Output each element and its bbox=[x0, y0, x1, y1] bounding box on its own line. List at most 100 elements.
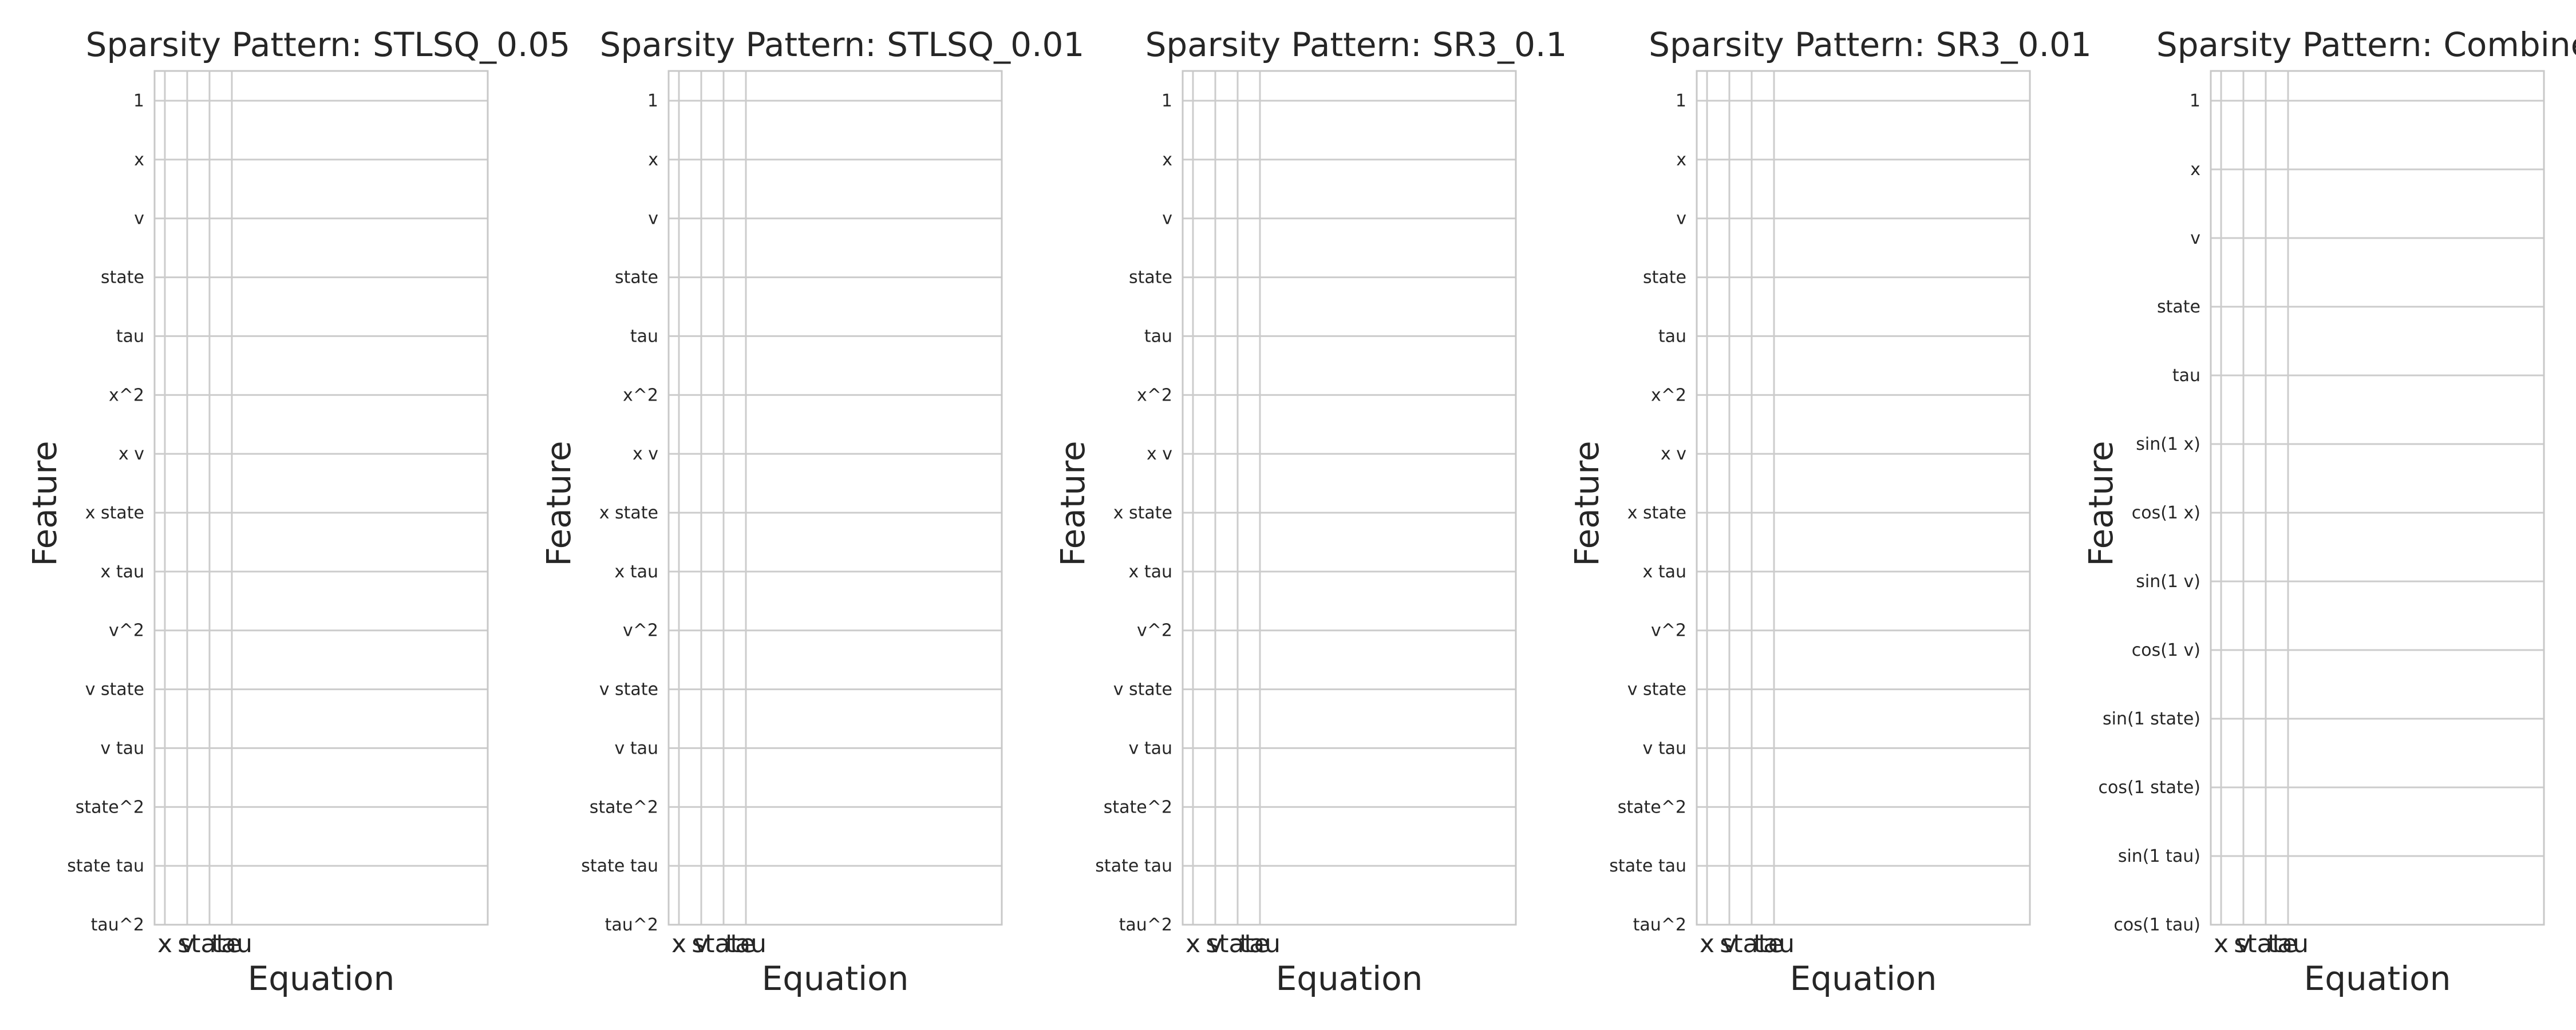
x-tick-label: tau bbox=[1239, 929, 1281, 958]
panel-title: Sparsity Pattern: STLSQ_0.01 bbox=[600, 25, 1085, 64]
x-tick-label: v bbox=[1208, 929, 1223, 958]
x-tick-label: tau bbox=[1753, 929, 1795, 958]
x-tick-label: v bbox=[2236, 929, 2251, 958]
panel-title: Sparsity Pattern: SR3_0.01 bbox=[1649, 25, 2092, 64]
y-tick-label: v state bbox=[1113, 680, 1172, 700]
y-tick-label: x^2 bbox=[623, 385, 658, 405]
y-tick-label: x v bbox=[1661, 444, 1686, 464]
y-tick-label: state bbox=[101, 268, 144, 288]
y-tick-label: state^2 bbox=[1104, 797, 1172, 817]
y-tick-label: v state bbox=[1627, 680, 1686, 700]
y-axis-label: Feature bbox=[2081, 441, 2120, 566]
y-tick-label: 1 bbox=[133, 91, 144, 111]
panel-title: Sparsity Pattern: SR3_0.1 bbox=[1145, 25, 1567, 64]
y-tick-label: v tau bbox=[1643, 738, 1686, 758]
y-axis-label: Feature bbox=[1053, 441, 1092, 566]
sparsity-panel-5: Sparsity Pattern: Combined1xvstatetausin… bbox=[2081, 25, 2576, 998]
y-tick-label: x v bbox=[118, 444, 144, 464]
x-tick-label: state bbox=[177, 929, 241, 958]
y-tick-label: 1 bbox=[1676, 91, 1686, 111]
y-tick-label: state tau bbox=[1609, 856, 1686, 876]
y-tick-label: state tau bbox=[67, 856, 144, 876]
y-tick-label: tau bbox=[116, 326, 144, 346]
y-tick-label: x v bbox=[1147, 444, 1172, 464]
y-tick-label: x bbox=[648, 150, 658, 170]
x-tick-label: x bbox=[157, 929, 172, 958]
y-tick-label: v tau bbox=[615, 738, 658, 758]
y-tick-label: x state bbox=[85, 503, 144, 523]
y-tick-label: x tau bbox=[101, 562, 144, 582]
y-tick-label: x bbox=[1676, 150, 1686, 170]
sparsity-panel-2: Sparsity Pattern: STLSQ_0.011xvstatetaux… bbox=[539, 25, 1084, 998]
y-tick-label: x bbox=[134, 150, 144, 170]
y-tick-label: x state bbox=[599, 503, 658, 523]
y-tick-label: x bbox=[1162, 150, 1172, 170]
y-tick-label: 1 bbox=[647, 91, 658, 111]
y-tick-label: state bbox=[1129, 268, 1172, 288]
y-tick-label: sin(1 x) bbox=[2136, 434, 2200, 454]
x-tick-label: v bbox=[694, 929, 709, 958]
y-tick-label: cos(1 v) bbox=[2132, 640, 2200, 660]
plot-frame bbox=[1696, 70, 2031, 926]
x-axis-label: Equation bbox=[1790, 959, 1937, 998]
x-axis-label: Equation bbox=[2304, 959, 2451, 998]
y-axis-label: Feature bbox=[1567, 441, 1606, 566]
y-tick-label: state tau bbox=[581, 856, 658, 876]
y-tick-label: v bbox=[1676, 209, 1686, 229]
y-tick-label: x tau bbox=[615, 562, 658, 582]
y-tick-label: sin(1 state) bbox=[2103, 709, 2200, 729]
plot-frame bbox=[153, 70, 489, 926]
x-tick-label: tau bbox=[725, 929, 767, 958]
y-tick-label: state bbox=[2157, 297, 2200, 317]
y-tick-label: x tau bbox=[1129, 562, 1172, 582]
x-tick-label: x bbox=[671, 929, 686, 958]
x-axis-label: Equation bbox=[762, 959, 909, 998]
y-tick-label: x tau bbox=[1643, 562, 1686, 582]
sparsity-panel-4: Sparsity Pattern: SR3_0.011xvstatetaux^2… bbox=[1567, 25, 2092, 998]
y-tick-label: x^2 bbox=[1137, 385, 1172, 405]
y-tick-label: state^2 bbox=[76, 797, 144, 817]
y-tick-label: tau bbox=[1658, 326, 1686, 346]
y-tick-label: x^2 bbox=[109, 385, 144, 405]
y-tick-label: cos(1 state) bbox=[2098, 778, 2200, 798]
x-tick-label: tau bbox=[2267, 929, 2309, 958]
x-tick-label: state bbox=[1720, 929, 1783, 958]
plot-frame bbox=[1182, 70, 1517, 926]
x-tick-label: x bbox=[1186, 929, 1200, 958]
y-tick-label: tau^2 bbox=[1633, 915, 1686, 935]
y-tick-label: state bbox=[615, 268, 658, 288]
y-tick-label: tau bbox=[630, 326, 658, 346]
y-tick-label: sin(1 v) bbox=[2136, 572, 2200, 592]
y-tick-label: v bbox=[1162, 209, 1172, 229]
y-tick-label: x bbox=[2190, 160, 2200, 180]
y-tick-label: x state bbox=[1627, 503, 1686, 523]
y-tick-label: 1 bbox=[1161, 91, 1172, 111]
x-axis-label: Equation bbox=[1276, 959, 1423, 998]
x-tick-label: v bbox=[1722, 929, 1737, 958]
plot-frame bbox=[667, 70, 1003, 926]
y-tick-label: tau^2 bbox=[91, 915, 144, 935]
y-axis-label: Feature bbox=[25, 441, 64, 566]
x-tick-label: v bbox=[180, 929, 195, 958]
y-tick-label: v^2 bbox=[623, 621, 658, 641]
x-tick-label: x bbox=[2214, 929, 2229, 958]
x-tick-label: state bbox=[2234, 929, 2297, 958]
y-tick-label: state^2 bbox=[1618, 797, 1686, 817]
x-tick-label: state bbox=[1206, 929, 1269, 958]
y-tick-label: cos(1 x) bbox=[2132, 503, 2200, 523]
y-tick-label: v^2 bbox=[1651, 621, 1686, 641]
y-tick-label: state tau bbox=[1095, 856, 1172, 876]
plot-frame bbox=[2210, 70, 2545, 926]
y-tick-label: cos(1 tau) bbox=[2113, 915, 2200, 935]
y-tick-label: 1 bbox=[2190, 91, 2200, 111]
y-tick-label: sin(1 tau) bbox=[2118, 846, 2200, 866]
y-tick-label: tau bbox=[1144, 326, 1172, 346]
y-tick-label: v bbox=[2190, 228, 2200, 248]
y-tick-label: state^2 bbox=[590, 797, 658, 817]
y-tick-label: tau bbox=[2172, 366, 2200, 386]
panel-title: Sparsity Pattern: Combined bbox=[2156, 25, 2576, 64]
y-axis-label: Feature bbox=[539, 441, 578, 566]
panel-title: Sparsity Pattern: STLSQ_0.05 bbox=[86, 25, 571, 64]
y-tick-label: x^2 bbox=[1651, 385, 1686, 405]
